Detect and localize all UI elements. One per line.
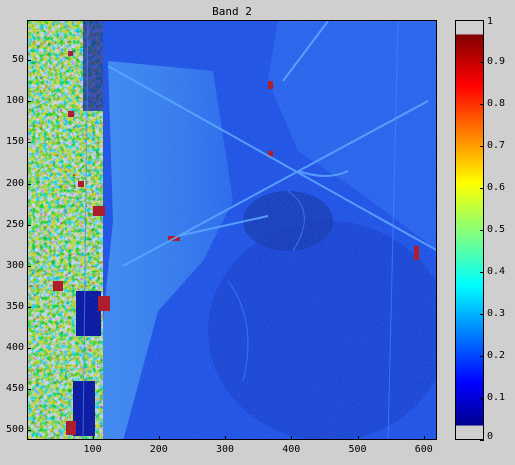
colorbar-tick-mark xyxy=(480,398,484,399)
x-tick-mark xyxy=(158,436,160,440)
y-tick-mark xyxy=(27,60,31,62)
y-tick-label: 250 xyxy=(5,218,24,230)
x-tick-mark xyxy=(291,436,293,440)
colorbar-tick-mark xyxy=(480,146,484,147)
y-tick-mark xyxy=(27,142,31,144)
x-tick-mark xyxy=(357,436,359,440)
y-tick-mark xyxy=(27,183,31,185)
y-tick-label: 50 xyxy=(11,54,24,66)
colorbar-tick-mark xyxy=(480,188,484,189)
y-tick-label: 150 xyxy=(5,136,24,148)
colorbar-tick-mark xyxy=(480,272,484,273)
x-tick-label: 400 xyxy=(282,444,301,455)
y-tick-label: 200 xyxy=(5,177,24,189)
y-tick-label: 350 xyxy=(5,300,24,312)
colorbar-tick-mark xyxy=(480,440,484,441)
colorbar-tick-label: 0.8 xyxy=(487,98,506,109)
colorbar-tick-label: 0 xyxy=(487,431,494,442)
y-tick-mark xyxy=(27,430,31,432)
colorbar-tick-mark xyxy=(480,314,484,315)
colorbar-tick-label: 0.7 xyxy=(487,140,506,151)
y-tick-mark xyxy=(27,347,31,349)
colorbar xyxy=(455,20,484,440)
x-tick-mark xyxy=(225,436,227,440)
y-tick-mark xyxy=(27,101,31,103)
colorbar-tick-label: 0.1 xyxy=(487,392,506,403)
colorbar-tick-mark xyxy=(480,62,484,63)
y-tick-label: 500 xyxy=(5,424,24,436)
x-tick-label: 600 xyxy=(414,444,433,455)
colorbar-tick-mark xyxy=(480,230,484,231)
x-tick-mark xyxy=(423,436,425,440)
y-tick-mark xyxy=(27,265,31,267)
plot-title: Band 2 xyxy=(212,5,252,18)
y-tick-mark xyxy=(27,224,31,226)
y-tick-label: 450 xyxy=(5,383,24,395)
y-tick-label: 300 xyxy=(5,259,24,271)
image-axes[interactable] xyxy=(27,20,437,440)
band-image xyxy=(28,21,436,439)
colorbar-tick-label: 0.3 xyxy=(487,308,506,319)
x-tick-label: 200 xyxy=(149,444,168,455)
x-tick-label: 100 xyxy=(83,444,102,455)
colorbar-tick-mark xyxy=(480,356,484,357)
colorbar-tick-label: 0.6 xyxy=(487,182,506,193)
y-tick-mark xyxy=(27,306,31,308)
y-tick-mark xyxy=(27,389,31,391)
colorbar-tick-label: 1 xyxy=(487,16,494,27)
colorbar-tick-label: 0.5 xyxy=(487,224,506,235)
y-tick-label: 100 xyxy=(5,95,24,107)
colorbar-tick-label: 0.9 xyxy=(487,56,506,67)
y-tick-label: 400 xyxy=(5,341,24,353)
x-tick-mark xyxy=(92,436,94,440)
x-tick-label: 300 xyxy=(216,444,235,455)
colorbar-tick-label: 0.2 xyxy=(487,350,506,361)
x-tick-label: 500 xyxy=(348,444,367,455)
colorbar-tick-label: 0.4 xyxy=(487,266,506,277)
colorbar-tick-mark xyxy=(480,104,484,105)
colorbar-tick-mark xyxy=(480,20,484,21)
